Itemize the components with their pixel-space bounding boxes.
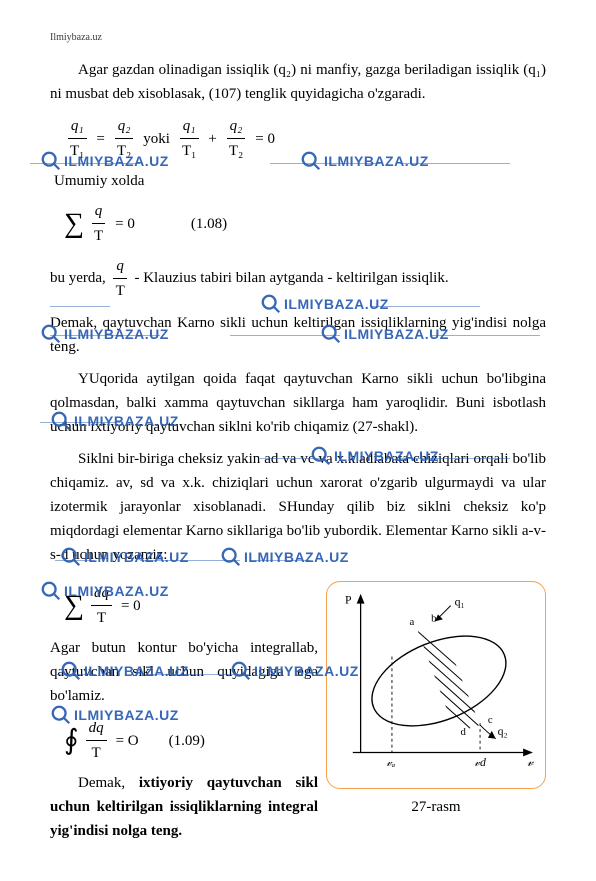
eq-rhs: = O — [110, 729, 145, 753]
text-segment: bu yerda, — [50, 270, 110, 286]
text-segment: - Klauzius tabiri bilan aytganda - kelti… — [134, 270, 448, 286]
eq-den: T₁ — [67, 139, 87, 163]
axis-label-p: P — [345, 594, 352, 607]
paragraph-demak2: Demak, ixtiyoriy qaytuvchan sikl uchun k… — [50, 771, 318, 843]
oint-symbol: ∮ — [64, 727, 79, 755]
eq-label-yoki: yoki — [137, 127, 176, 151]
paragraph-demak1: Demak, qaytuvchan Karno sikli uchun kelt… — [50, 311, 546, 359]
eq-num: q₁ — [68, 114, 87, 139]
paragraph-agar-butun: Agar butun kontur bo'yicha integrallab, … — [50, 636, 318, 708]
page-header: Ilmiybaza.uz — [50, 30, 546, 46]
eq-num: q — [113, 254, 127, 279]
label-b: b — [431, 612, 436, 624]
eq-num: q₂ — [115, 114, 134, 139]
equation-dq-sum: ∑ dq T = 0 — [64, 581, 318, 630]
pv-diagram-svg: P 𝓋 — [333, 588, 539, 774]
eq-den: T — [113, 279, 128, 303]
eq-num: dq — [86, 716, 107, 741]
eq-op: + — [202, 127, 222, 151]
eq-rhs: = 0 — [115, 594, 147, 618]
paragraph-intro: Agar gazdan olinadigan issiqlik (q₂) ni … — [50, 58, 546, 106]
eq-den: T — [89, 741, 104, 765]
label-c: c — [488, 714, 493, 726]
axis-label-v: 𝓋 — [527, 755, 534, 769]
equation-109: ∮ dq T = O (1.09) — [64, 716, 318, 765]
label-q1: q₁ — [455, 596, 465, 609]
eq-den: T₂ — [114, 139, 134, 163]
eq-den: T₂ — [226, 139, 246, 163]
label-umumiy: Umumiy xolda — [54, 169, 546, 193]
paragraph-bu-yerda: bu yerda, q T - Klauzius tabiri bilan ay… — [50, 254, 546, 303]
sum-symbol: ∑ — [64, 592, 84, 620]
eq-op: = — [90, 127, 110, 151]
eq-rhs: = 0 — [249, 127, 281, 151]
sum-symbol: ∑ — [64, 210, 84, 238]
figure-27: P 𝓋 — [326, 581, 546, 789]
eq-num: q — [92, 199, 106, 224]
label-va: 𝓋ₐ — [386, 756, 395, 769]
equation-108: ∑ q T = 0 (1.08) — [64, 199, 546, 248]
eq-num: q₂ — [227, 114, 246, 139]
eq-number: (1.09) — [169, 729, 205, 753]
eq-num: q₁ — [180, 114, 199, 139]
eq-rhs: = 0 — [109, 212, 141, 236]
paragraph-yuqorida: YUqorida aytilgan qoida faqat qaytuvchan… — [50, 367, 546, 439]
label-q2: q₂ — [498, 725, 508, 738]
paragraph-siklni: Siklni bir-biriga cheksiz yakin ad va vc… — [50, 447, 546, 567]
eq-den: T — [94, 606, 109, 630]
eq-den: T₁ — [179, 139, 199, 163]
label-vd: 𝓋d — [474, 756, 486, 769]
label-d: d — [460, 726, 466, 738]
text-segment: Demak, — [78, 775, 139, 791]
figure-caption: 27-rasm — [326, 795, 546, 819]
eq-number: (1.08) — [191, 212, 227, 236]
label-a: a — [410, 616, 415, 628]
eq-den: T — [91, 224, 106, 248]
equation-107: q₁ T₁ = q₂ T₂ yoki q₁ T₁ + q₂ T₂ = 0 — [64, 114, 546, 163]
eq-num: dq — [91, 581, 112, 606]
